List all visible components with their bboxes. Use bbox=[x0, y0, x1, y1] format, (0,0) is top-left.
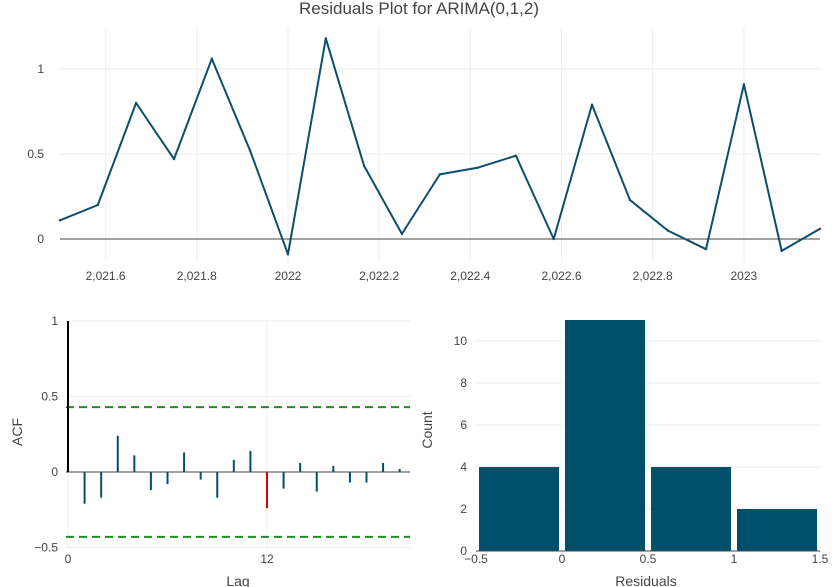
residual-point bbox=[172, 157, 176, 161]
residual-point bbox=[514, 154, 518, 157]
histogram-bar bbox=[565, 320, 645, 551]
residual-point bbox=[438, 173, 441, 176]
residual-point bbox=[210, 57, 214, 60]
acf-x-tick-label: 0 bbox=[65, 552, 72, 566]
residuals-line-panel: 2,021.6 2,021.8 2022 2,022.2 2,022.4 2,022.6 2… bbox=[27, 28, 822, 283]
line-x-tick-label: 2,021.8 bbox=[177, 269, 217, 283]
hist-y-tick-label: 4 bbox=[460, 460, 467, 474]
hist-y-tick-label: 2 bbox=[460, 502, 467, 516]
line-x-tick-label: 2,021.6 bbox=[86, 269, 126, 283]
acf-y-tick-label: 0.5 bbox=[41, 390, 58, 404]
hist-x-tick-label: 1 bbox=[731, 552, 738, 566]
hist-y-tick-label: 6 bbox=[460, 418, 467, 432]
hist-x-tick-label: 0 bbox=[559, 552, 566, 566]
residual-point bbox=[476, 166, 480, 169]
hist-y-tick-label: 8 bbox=[460, 376, 467, 390]
histogram-xlabel: Residuals bbox=[615, 573, 676, 587]
residual-series-line bbox=[59, 37, 821, 256]
residual-point bbox=[742, 83, 746, 86]
line-x-tick-label: 2,022.4 bbox=[450, 269, 490, 283]
histogram-ylabel: Count bbox=[419, 411, 435, 448]
residual-point bbox=[400, 232, 404, 236]
acf-panel: −0.5 0 0.5 1 0 12 ACF Lag bbox=[9, 314, 410, 587]
line-x-tick-label: 2,022.8 bbox=[633, 269, 673, 283]
residual-point bbox=[134, 101, 138, 105]
residual-point bbox=[552, 237, 555, 241]
residual-point bbox=[286, 253, 290, 256]
residual-point bbox=[590, 103, 594, 106]
line-x-tick-label: 2022 bbox=[275, 269, 302, 283]
acf-y-tick-label: −0.5 bbox=[34, 541, 58, 555]
histogram-bar bbox=[737, 509, 817, 551]
residual-point bbox=[362, 164, 366, 168]
acf-y-tick-label: 1 bbox=[51, 314, 58, 328]
hist-x-tick-label: 1.5 bbox=[812, 552, 829, 566]
histogram-bar bbox=[651, 467, 731, 551]
line-x-tick-label: 2023 bbox=[731, 269, 758, 283]
hist-y-tick-label: 10 bbox=[454, 334, 468, 348]
residual-point bbox=[96, 203, 100, 207]
line-x-tick-label: 2,022.2 bbox=[359, 269, 399, 283]
residual-point bbox=[58, 219, 62, 222]
chart-title: Residuals Plot for ARIMA(0,1,2) bbox=[299, 0, 539, 18]
residual-point bbox=[704, 248, 708, 251]
hist-x-tick-label: 0.5 bbox=[640, 552, 657, 566]
line-y-tick-label: 0.5 bbox=[27, 147, 44, 161]
hist-y-tick-label: 0 bbox=[460, 544, 467, 558]
residual-point bbox=[628, 198, 632, 202]
hist-x-tick-label: −0.5 bbox=[464, 552, 488, 566]
acf-xlabel: Lag bbox=[226, 573, 249, 587]
histogram-bar bbox=[479, 467, 559, 551]
line-y-tick-label: 1 bbox=[37, 62, 44, 76]
acf-ylabel: ACF bbox=[9, 418, 25, 446]
residual-point bbox=[324, 37, 327, 40]
residual-point bbox=[780, 249, 783, 253]
acf-y-tick-label: 0 bbox=[51, 465, 58, 479]
acf-x-tick-label: 12 bbox=[260, 552, 274, 566]
residual-point bbox=[818, 227, 822, 230]
line-y-tick-label: 0 bbox=[37, 232, 44, 246]
residual-point bbox=[248, 149, 252, 152]
residual-point bbox=[666, 229, 669, 232]
line-x-tick-label: 2,022.6 bbox=[541, 269, 581, 283]
